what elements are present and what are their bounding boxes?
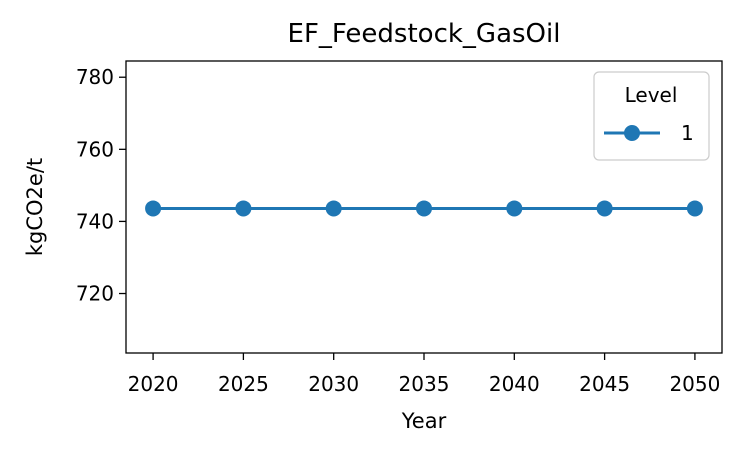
legend-box (593, 71, 710, 161)
y-tick-label: 720 (76, 282, 114, 306)
legend-title: Level (625, 83, 678, 107)
series-layer (145, 200, 703, 217)
x-axis-label: Year (401, 409, 447, 433)
data-point (325, 200, 342, 217)
legend-marker (624, 125, 640, 141)
y-tick-label: 780 (76, 65, 114, 89)
y-tick-label: 740 (76, 209, 114, 233)
data-point (686, 200, 703, 217)
legend: Level 1 (593, 71, 710, 161)
x-tick-label: 2040 (489, 372, 540, 396)
chart-title: EF_Feedstock_GasOil (288, 19, 561, 49)
data-point (596, 200, 613, 217)
data-point (145, 200, 162, 217)
data-point (416, 200, 432, 217)
x-tick-label: 2050 (669, 372, 720, 396)
data-point (506, 200, 523, 217)
x-tick-label: 2030 (308, 372, 359, 396)
legend-entry-label: 1 (681, 121, 694, 145)
data-point (235, 200, 252, 217)
y-axis-label: kgCO2e/t (23, 158, 47, 256)
x-tick-label: 2025 (218, 372, 269, 396)
y-axis: 720 740 760 780 (76, 65, 126, 306)
x-tick-label: 2035 (399, 372, 450, 396)
y-tick-label: 760 (76, 137, 114, 161)
x-axis: 2020 2025 2030 2035 2040 2045 2050 (128, 353, 720, 396)
x-tick-label: 2020 (128, 372, 179, 396)
x-tick-label: 2045 (579, 372, 630, 396)
